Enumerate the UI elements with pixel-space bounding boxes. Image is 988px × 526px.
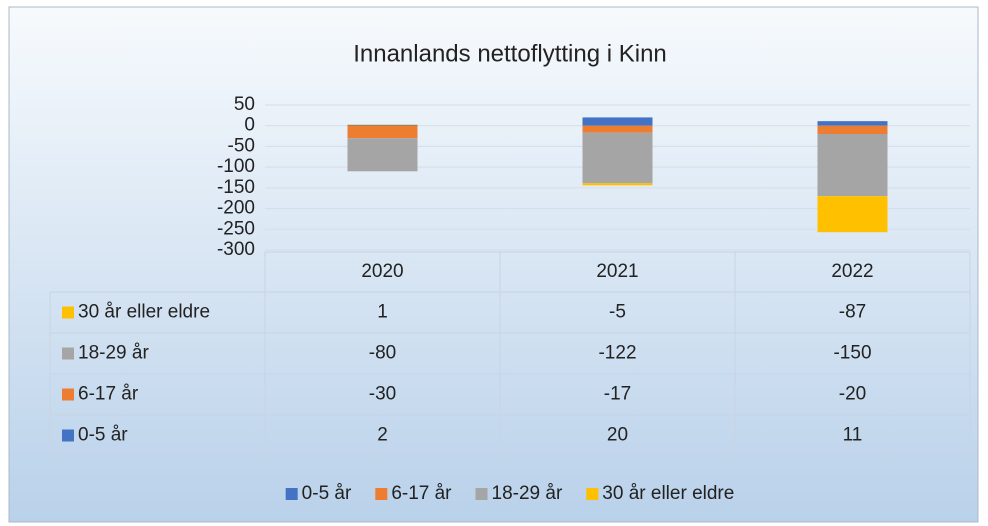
table-value: -30 <box>369 384 396 405</box>
x-tick-label: 2021 <box>596 261 638 282</box>
y-tick-label: -200 <box>217 198 255 219</box>
row-label: 30 år eller eldre <box>78 302 210 323</box>
y-tick-label: 50 <box>234 94 255 115</box>
table-value: -80 <box>369 343 396 364</box>
table-value: -122 <box>598 343 636 364</box>
x-tick-label: 2020 <box>361 261 403 282</box>
bar <box>347 138 418 172</box>
y-tick-label: -150 <box>217 177 255 198</box>
y-tick-label: -300 <box>217 239 255 260</box>
chart-frame <box>8 6 979 523</box>
y-tick-label: -100 <box>217 156 255 177</box>
x-tick-label: 2022 <box>831 261 873 282</box>
legend-key <box>586 488 599 500</box>
bar <box>582 132 653 184</box>
y-tick-label: -250 <box>217 218 255 239</box>
bar <box>817 125 888 134</box>
y-tick-label: 0 <box>244 115 255 136</box>
row-label: 0-5 år <box>78 425 128 446</box>
row-label: 18-29 år <box>78 343 149 364</box>
legend-label: 30 år eller eldre <box>602 483 734 504</box>
legend-label: 18-29 år <box>492 483 563 504</box>
bar <box>817 121 888 126</box>
bar <box>347 125 418 139</box>
legend-key <box>62 347 74 360</box>
legend-key <box>62 388 74 401</box>
table-value: 2 <box>377 425 388 446</box>
legend-key <box>375 488 388 500</box>
legend-key <box>62 429 74 442</box>
table-value: 1 <box>377 302 388 323</box>
table-value: -5 <box>609 302 626 323</box>
bar <box>817 196 888 233</box>
row-label: 6-17 år <box>78 384 139 405</box>
legend-key <box>475 488 488 500</box>
bar <box>582 117 653 126</box>
table-value: -17 <box>604 384 631 405</box>
y-tick-label: -50 <box>228 135 255 156</box>
legend-label: 6-17 år <box>391 483 452 504</box>
legend-key <box>62 306 74 319</box>
bar <box>347 124 418 126</box>
bar <box>582 125 653 133</box>
table-value: -87 <box>839 302 866 323</box>
legend-key <box>285 488 298 500</box>
table-value: 20 <box>607 425 628 446</box>
table-value: -20 <box>839 384 866 405</box>
table-value: 11 <box>843 425 863 446</box>
table-value: -150 <box>833 343 871 364</box>
chart-title: Innanlands nettoflytting i Kinn <box>353 40 667 67</box>
legend-label: 0-5 år <box>302 483 352 504</box>
bar <box>582 183 653 186</box>
bar <box>817 134 888 197</box>
